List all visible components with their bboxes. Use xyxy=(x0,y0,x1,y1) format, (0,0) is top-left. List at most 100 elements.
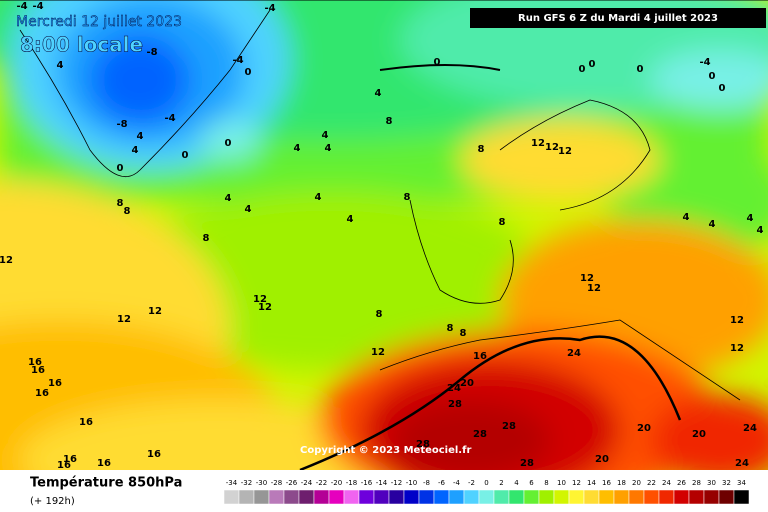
scale-label: 4 xyxy=(514,479,519,487)
scale-label: -18 xyxy=(346,479,357,487)
contour-label: 24 xyxy=(447,383,461,394)
contour-label: -4 xyxy=(232,55,243,66)
contour-label: 28 xyxy=(520,458,534,469)
contour-label: 8 xyxy=(460,328,467,339)
contour-label: 0 xyxy=(579,64,586,75)
contour-label: 8 xyxy=(124,206,131,217)
forecast-date: Mercredi 12 juillet 2023 xyxy=(16,14,182,30)
legend-subtitle: (+ 192h) xyxy=(30,496,75,507)
contour-label: 16 xyxy=(48,378,62,389)
contour-label: 12 xyxy=(258,302,272,313)
scale-swatch xyxy=(703,489,720,505)
color-scale: -34 -32 -30 -28 -26 -24 -22 -20 -18 -16 -14 -12 -10-… xyxy=(223,479,750,505)
scale-swatch xyxy=(403,489,420,505)
scale-swatch xyxy=(418,489,435,505)
contour-label: 0 xyxy=(245,67,252,78)
scale-label: -20 xyxy=(331,479,342,487)
contour-label: 0 xyxy=(225,138,232,149)
forecast-time: 8:00 locale xyxy=(20,33,143,57)
contour-label: 20 xyxy=(637,423,651,434)
scale-label: 32 xyxy=(722,479,731,487)
scale-label: 2 xyxy=(499,479,503,487)
scale-swatch xyxy=(718,489,735,505)
scale-swatch xyxy=(448,489,465,505)
scale-swatch xyxy=(598,489,615,505)
contour-label: 16 xyxy=(147,449,161,460)
scale-swatch xyxy=(268,489,285,505)
scale-label: -28 xyxy=(271,479,282,487)
legend-title: Température 850hPa xyxy=(30,476,182,491)
contour-label: 8 xyxy=(386,116,393,127)
scale-label: 34 xyxy=(737,479,746,487)
contour-label: 24 xyxy=(743,423,757,434)
contour-label: 4 xyxy=(245,204,252,215)
scale-label: 6 xyxy=(529,479,534,487)
contour-label: 4 xyxy=(225,193,232,204)
scale-swatch xyxy=(313,489,330,505)
scale-swatch xyxy=(358,489,375,505)
contour-label: 4 xyxy=(375,88,382,99)
scale-swatch xyxy=(493,489,510,505)
scale-swatch xyxy=(238,489,255,505)
scale-label: 0 xyxy=(484,479,488,487)
scale-swatch xyxy=(508,489,525,505)
scale-swatch xyxy=(328,489,345,505)
contour-label: 0 xyxy=(719,83,726,94)
contour-label: -4 xyxy=(32,1,43,12)
scale-label: -26 xyxy=(286,479,298,487)
contour-label: 8 xyxy=(117,198,124,209)
copyright: Copyright © 2023 Meteociel.fr xyxy=(300,445,471,456)
contour-label: 4 xyxy=(347,214,354,225)
contour-label: 4 xyxy=(315,192,322,203)
contour-label: 4 xyxy=(683,212,690,223)
contour-label: 4 xyxy=(294,143,301,154)
scale-label: 14 xyxy=(587,479,596,487)
contour-label: 4 xyxy=(322,130,329,141)
contour-label: 12 xyxy=(371,347,385,358)
contour-label: 12 xyxy=(545,142,559,153)
contour-label: -4 xyxy=(16,1,27,12)
contour-label: 16 xyxy=(57,460,71,471)
contour-label: 12 xyxy=(558,146,572,157)
contour-label: 8 xyxy=(203,233,210,244)
scale-label: 28 xyxy=(692,479,701,487)
contour-label: 12 xyxy=(0,255,13,266)
scale-label: 26 xyxy=(677,479,686,487)
contour-label: 12 xyxy=(117,314,131,325)
scale-swatch xyxy=(673,489,690,505)
scale-swatch xyxy=(628,489,645,505)
contour-label: 20 xyxy=(692,429,706,440)
contour-label: 0 xyxy=(117,163,124,174)
contour-label: 0 xyxy=(709,71,716,82)
contour-label: 16 xyxy=(473,351,487,362)
scale-swatch xyxy=(553,489,570,505)
contour-label: 4 xyxy=(325,143,332,154)
contour-label: 0 xyxy=(637,64,644,75)
contour-label: 16 xyxy=(35,388,49,399)
scale-label: -8 xyxy=(423,479,430,487)
scale-label: 12 xyxy=(572,479,581,487)
contour-label: 8 xyxy=(447,323,454,334)
contour-label: 4 xyxy=(747,213,754,224)
contour-label: 12 xyxy=(730,343,744,354)
scale-label: 16 xyxy=(602,479,611,487)
scale-swatch xyxy=(583,489,600,505)
contour-label: 12 xyxy=(253,294,267,305)
contour-label: 4 xyxy=(137,131,144,142)
contour-label: 12 xyxy=(730,315,744,326)
scale-label: 18 xyxy=(617,479,626,487)
scale-label: 24 xyxy=(662,479,671,487)
contour-label: 24 xyxy=(567,348,581,359)
contour-label: 4 xyxy=(709,219,716,230)
contour-label: 0 xyxy=(589,59,596,70)
contour-label: 12 xyxy=(531,138,545,149)
contour-label: 28 xyxy=(416,439,430,450)
scale-label: -22 xyxy=(316,479,327,487)
scale-label: -6 xyxy=(438,479,446,487)
scale-label: 20 xyxy=(632,479,641,487)
contour-label: 16 xyxy=(79,417,93,428)
contour-label: -8 xyxy=(146,47,157,58)
contour-label: 20 xyxy=(460,378,474,389)
